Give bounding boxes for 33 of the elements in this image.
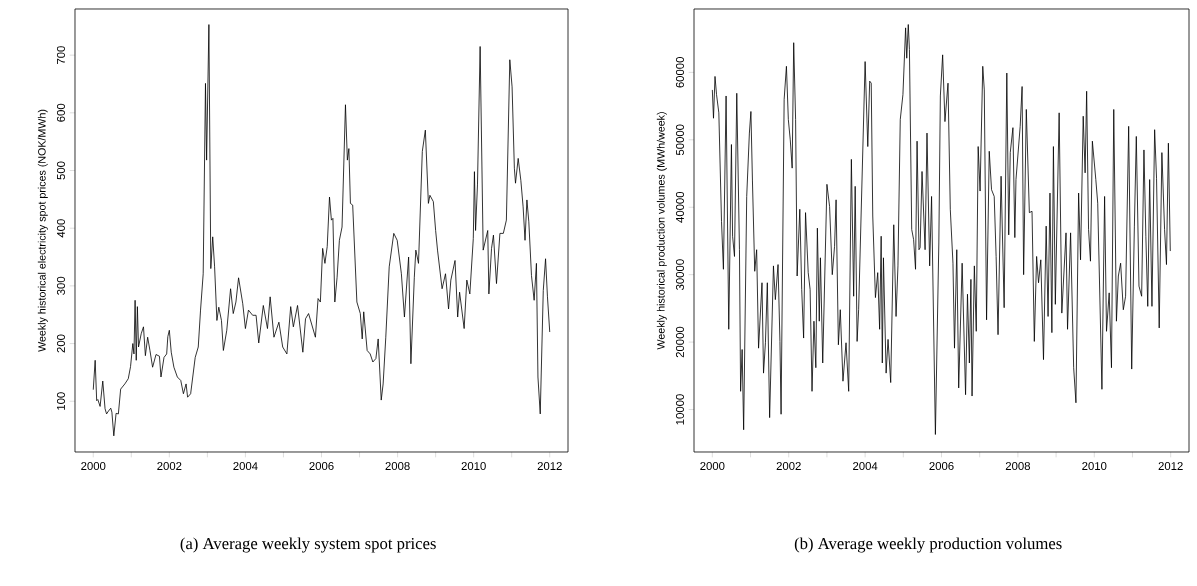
x-tick-label: 2008: [385, 462, 410, 471]
y-axis-title: Weekly historical electricity spot prices (NOK/MWh): [37, 109, 48, 352]
y-tick-label: 60000: [675, 57, 684, 88]
y-tick-label: 400: [56, 219, 65, 238]
y-tick-label: 700: [56, 46, 65, 65]
y-axis-title: Weekly historical production volumes (MWh/week): [656, 112, 667, 350]
line-series: [92, 24, 551, 437]
x-tick-label: 2008: [1005, 462, 1031, 471]
x-tick-label: 2012: [537, 462, 562, 471]
y-tick-label: 10000: [675, 394, 684, 425]
y-tick-label: 20000: [675, 326, 684, 358]
y-tick-label: 30000: [675, 259, 684, 290]
x-tick-label: 2004: [853, 462, 878, 471]
text: (a) Average weekly system spot prices: [180, 537, 436, 553]
x-tick-label: 2010: [1082, 462, 1107, 471]
y-tick-label: 50000: [675, 124, 684, 156]
x-tick-label: 2000: [81, 462, 106, 471]
y-tick-label: 500: [56, 161, 65, 180]
text: (b) Average weekly production volumes: [794, 537, 1062, 553]
x-tick-label: 2006: [309, 462, 334, 471]
x-tick-label: 2004: [233, 462, 258, 471]
y-tick-label: 40000: [675, 191, 684, 223]
x-tick-label: 2012: [1158, 462, 1183, 471]
y-tick-label: 300: [56, 276, 65, 295]
y-tick-label: 100: [56, 392, 65, 410]
x-tick-label: 2002: [157, 462, 182, 471]
x-tick-label: 2006: [929, 462, 954, 471]
x-tick-label: 2002: [776, 462, 801, 471]
y-tick-label: 600: [56, 103, 65, 122]
line-series: [711, 24, 1171, 435]
y-tick-label: 200: [56, 334, 65, 353]
x-tick-label: 2000: [700, 462, 725, 471]
x-tick-label: 2010: [461, 462, 486, 471]
